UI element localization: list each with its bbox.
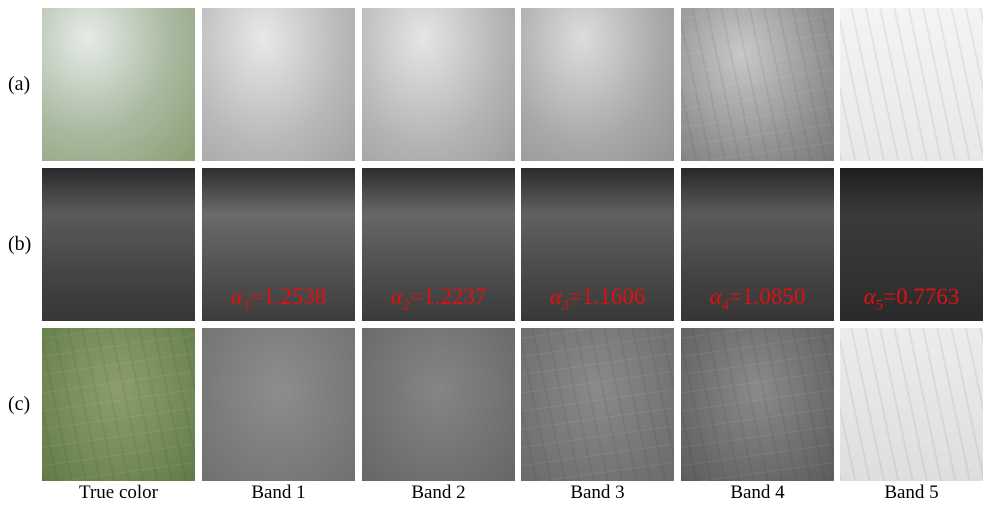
figure: (a) (b) α1=1.2538α2=1.2237α3=1.1606α4=1.08… — [0, 0, 983, 506]
column-label: Band 2 — [362, 482, 515, 504]
image-panel — [42, 168, 195, 321]
row-label: (b) — [8, 233, 31, 256]
alpha-value: =1.2538 — [250, 284, 326, 309]
alpha-annotation: α3=1.1606 — [521, 284, 674, 315]
image-panel: α1=1.2538 — [202, 168, 355, 321]
alpha-annotation: α2=1.2237 — [362, 284, 515, 315]
image-panel — [681, 8, 834, 161]
image-panel: α4=1.0850 — [681, 168, 834, 321]
alpha-symbol: α — [864, 284, 876, 309]
row-label: (a) — [8, 73, 30, 96]
image-panel — [840, 328, 983, 481]
column-label: Band 4 — [681, 482, 834, 504]
image-panel: α5=0.7763 — [840, 168, 983, 321]
alpha-annotation: α5=0.7763 — [840, 284, 983, 315]
image-panel — [521, 328, 674, 481]
column-label: True color — [42, 482, 195, 504]
row-label: (c) — [8, 393, 30, 416]
image-panel — [840, 8, 983, 161]
image-panel — [362, 8, 515, 161]
image-panel — [202, 8, 355, 161]
image-panel: α3=1.1606 — [521, 168, 674, 321]
image-panel — [362, 328, 515, 481]
alpha-value: =1.2237 — [410, 284, 486, 309]
image-panel — [42, 8, 195, 161]
image-panel — [681, 328, 834, 481]
alpha-value: =1.0850 — [729, 284, 805, 309]
alpha-annotation: α4=1.0850 — [681, 284, 834, 315]
image-panel: α2=1.2237 — [362, 168, 515, 321]
image-panel — [521, 8, 674, 161]
column-label: Band 3 — [521, 482, 674, 504]
image-panel — [42, 328, 195, 481]
alpha-value: =0.7763 — [883, 284, 959, 309]
alpha-symbol: α — [231, 284, 243, 309]
alpha-symbol: α — [550, 284, 562, 309]
alpha-value: =1.1606 — [569, 284, 645, 309]
alpha-symbol: α — [391, 284, 403, 309]
alpha-symbol: α — [710, 284, 722, 309]
image-panel — [202, 328, 355, 481]
column-label: Band 5 — [840, 482, 983, 504]
alpha-annotation: α1=1.2538 — [202, 284, 355, 315]
column-label: Band 1 — [202, 482, 355, 504]
